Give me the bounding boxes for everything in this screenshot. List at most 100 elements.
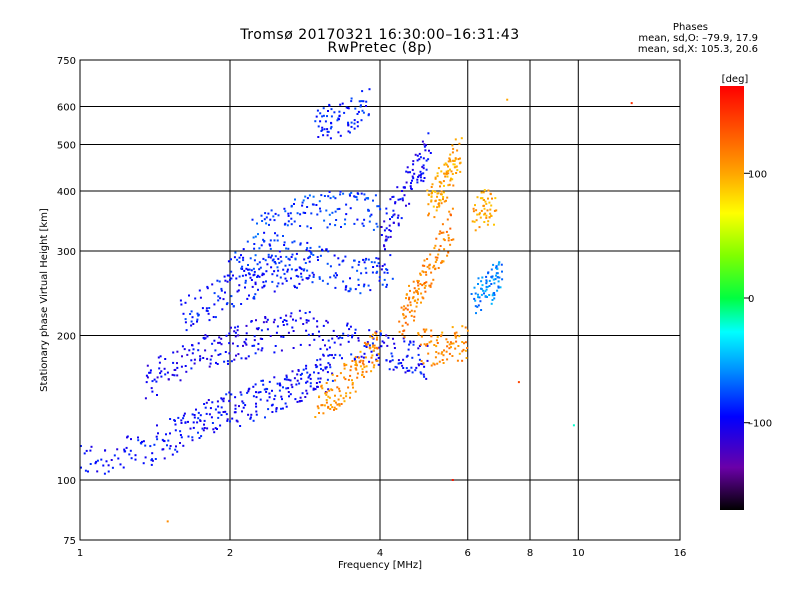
data-point — [329, 127, 332, 130]
data-point — [199, 355, 202, 358]
data-point — [288, 395, 290, 398]
data-point — [443, 239, 446, 242]
data-point — [356, 198, 359, 201]
data-point — [397, 224, 400, 227]
x-tick-label: 4 — [377, 548, 383, 559]
data-point — [367, 284, 370, 287]
data-point — [408, 202, 411, 205]
data-point — [293, 377, 296, 380]
data-point — [234, 335, 237, 338]
data-point — [188, 294, 190, 297]
data-point — [357, 337, 360, 340]
data-point — [494, 278, 497, 281]
data-point — [378, 265, 381, 268]
data-point — [326, 134, 329, 137]
data-point — [141, 440, 143, 443]
data-point — [338, 263, 341, 266]
data-point — [391, 355, 394, 358]
data-point — [197, 349, 200, 352]
data-point — [134, 458, 137, 461]
data-point — [379, 330, 382, 332]
data-point — [281, 398, 283, 401]
data-point — [290, 204, 293, 207]
data-point — [420, 335, 423, 338]
data-point — [271, 259, 274, 262]
data-point — [371, 336, 374, 339]
data-point — [485, 282, 488, 285]
data-point — [301, 392, 304, 395]
data-point — [397, 222, 400, 225]
data-point — [383, 278, 386, 281]
data-point — [241, 274, 244, 277]
data-point — [234, 396, 237, 399]
data-point — [349, 391, 352, 394]
data-point — [100, 458, 103, 461]
data-point — [365, 370, 368, 373]
data-point — [272, 215, 275, 218]
plot-frame — [79, 59, 681, 541]
data-point — [84, 469, 87, 472]
data-point — [365, 100, 368, 103]
data-point — [240, 357, 243, 360]
data-point — [477, 283, 479, 285]
data-point — [407, 171, 410, 174]
data-point — [419, 343, 422, 346]
data-point — [244, 286, 246, 289]
data-point — [426, 359, 429, 362]
data-point — [262, 379, 264, 382]
data-point — [465, 357, 468, 359]
data-point — [329, 366, 332, 369]
data-point — [334, 401, 337, 404]
data-point — [258, 247, 261, 250]
data-point — [209, 362, 212, 365]
data-point — [320, 130, 323, 132]
data-point — [412, 280, 415, 283]
data-point — [326, 262, 329, 265]
data-point — [190, 320, 193, 323]
data-point — [350, 100, 353, 103]
data-point — [299, 396, 302, 399]
data-point — [243, 269, 246, 272]
data-point — [357, 339, 360, 342]
data-point — [199, 357, 202, 360]
data-point — [205, 401, 208, 404]
data-point — [312, 273, 315, 276]
data-point — [319, 358, 322, 361]
data-point — [403, 340, 406, 343]
data-point — [180, 303, 183, 306]
data-point — [356, 113, 359, 115]
data-point — [287, 212, 290, 215]
data-point — [393, 347, 396, 349]
data-point — [280, 349, 283, 352]
data-point — [204, 406, 207, 409]
data-point — [322, 134, 325, 137]
data-point — [483, 213, 485, 216]
data-point — [307, 319, 310, 322]
data-point — [253, 344, 256, 347]
data-point — [319, 363, 322, 366]
data-point — [341, 102, 344, 105]
data-point — [305, 329, 308, 332]
data-point — [425, 159, 428, 162]
data-point — [418, 158, 421, 161]
data-point — [397, 359, 400, 362]
data-point — [372, 349, 375, 352]
data-point — [301, 278, 304, 281]
data-point — [313, 338, 316, 341]
data-point — [321, 339, 324, 341]
data-point — [254, 235, 257, 238]
data-point — [282, 324, 285, 326]
data-point — [420, 372, 423, 375]
data-point — [262, 281, 265, 284]
data-point — [151, 459, 154, 462]
data-point — [416, 289, 418, 292]
data-point — [254, 283, 257, 286]
data-point — [196, 320, 198, 323]
data-point — [466, 347, 469, 349]
data-point — [130, 438, 132, 441]
data-point — [483, 221, 486, 223]
data-point — [319, 254, 322, 257]
data-point — [353, 357, 356, 360]
data-point — [304, 312, 307, 314]
data-point — [226, 280, 229, 283]
